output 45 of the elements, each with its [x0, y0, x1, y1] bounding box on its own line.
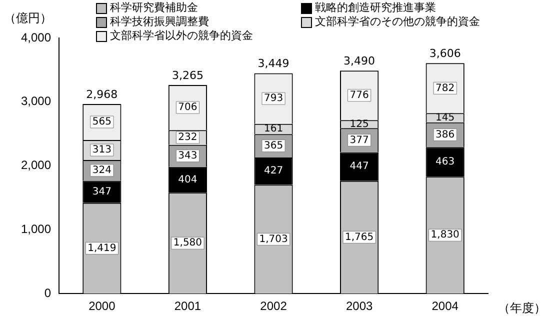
x-tick-label: 2000: [88, 299, 116, 314]
y-axis-title: （億円）: [4, 10, 52, 27]
data-label: 324: [92, 164, 112, 176]
data-label: 365: [264, 140, 284, 152]
legend-label: 戦略的創造研究推進事業: [315, 1, 436, 15]
total-label: 3,606: [429, 47, 461, 60]
data-label: 1,703: [259, 234, 288, 245]
total-label: 2,968: [86, 88, 118, 101]
data-label: 463: [436, 156, 455, 168]
legend-label: 文部科学省以外の競争的資金: [110, 29, 253, 43]
data-label: 386: [436, 129, 455, 140]
data-label: 161: [264, 124, 284, 135]
y-tick-label: 2,000: [21, 158, 52, 172]
x-tick-label: 2003: [346, 299, 373, 314]
total-label: 3,449: [258, 57, 290, 70]
data-label: 1,580: [173, 238, 202, 249]
data-label: 347: [92, 186, 112, 198]
x-tick-label: 2002: [260, 299, 288, 314]
data-label: 1,419: [88, 242, 116, 254]
legend-label: 科学研究費補助金: [110, 1, 198, 15]
data-label: 1,830: [430, 230, 460, 241]
total-label: 3,265: [172, 68, 204, 82]
data-label: 313: [92, 144, 112, 156]
legend-label: 文部科学省のその他の競争的資金: [315, 15, 480, 29]
x-tick-label: 2004: [432, 299, 459, 314]
data-label: 343: [178, 150, 198, 162]
data-label: 793: [264, 93, 284, 104]
data-label: 427: [264, 166, 284, 177]
y-tick-label: 0: [44, 286, 52, 300]
data-label: 377: [350, 134, 369, 146]
data-label: 776: [350, 90, 369, 101]
data-label: 565: [92, 116, 112, 128]
data-label: 1,765: [344, 232, 374, 243]
legend-label: 科学技術振興調整費: [110, 15, 209, 29]
data-label: 706: [178, 102, 198, 114]
y-tick-label: 3,000: [21, 94, 52, 108]
y-tick-label: 4,000: [21, 30, 52, 44]
data-label: 447: [350, 161, 369, 172]
total-label: 3,490: [344, 54, 376, 68]
x-tick-label: 2001: [174, 299, 202, 314]
data-label: 782: [436, 82, 455, 94]
data-label: 232: [178, 132, 198, 144]
y-tick-label: 1,000: [21, 222, 52, 236]
x-axis-title: （年度）: [498, 300, 546, 317]
data-label: 404: [178, 174, 198, 186]
